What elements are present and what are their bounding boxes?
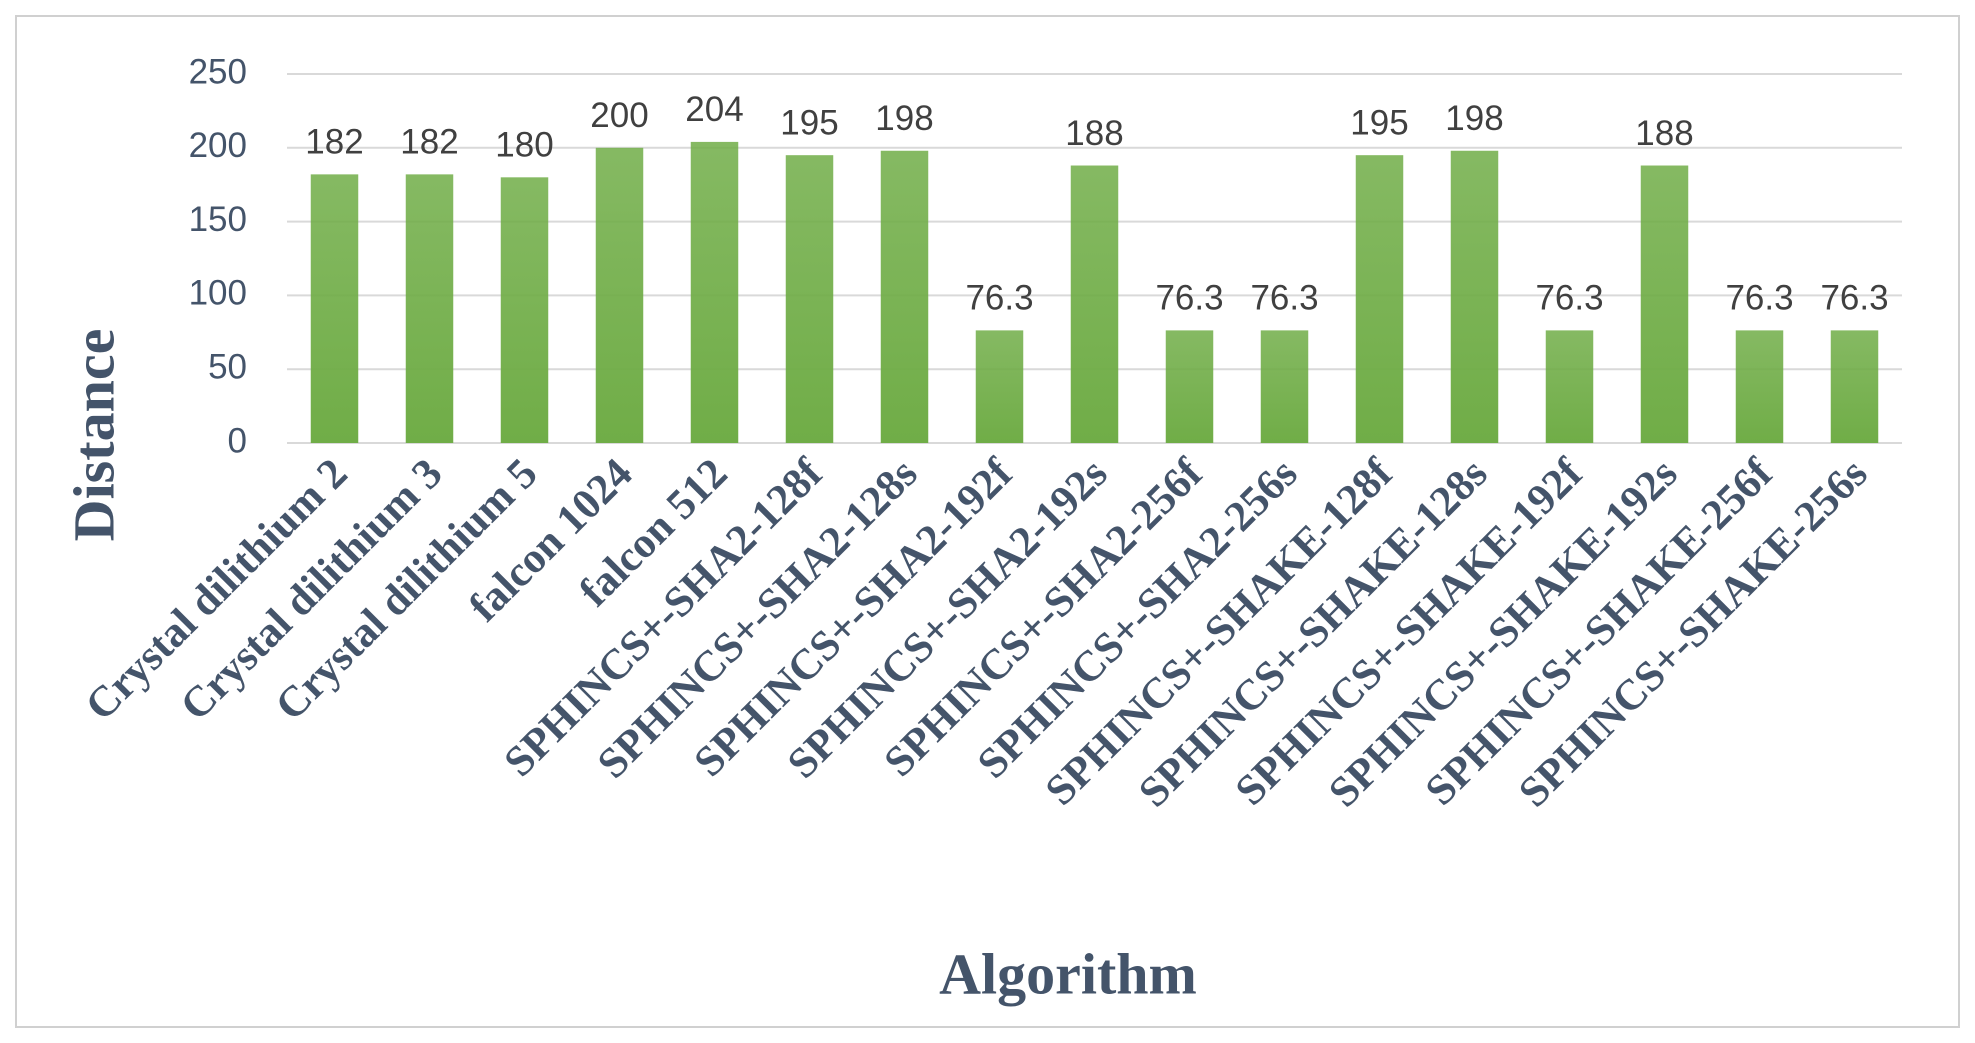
data-label: 200 — [590, 96, 648, 135]
bar — [310, 174, 359, 444]
data-label: 198 — [875, 99, 933, 138]
bar — [785, 155, 834, 443]
bar — [1355, 155, 1404, 443]
data-label: 182 — [400, 123, 458, 162]
data-label: 188 — [1635, 114, 1693, 153]
data-label: 76.3 — [1535, 279, 1603, 318]
data-label: 76.3 — [965, 279, 1033, 318]
data-label: 204 — [685, 90, 743, 129]
bar — [595, 147, 644, 444]
data-label: 198 — [1445, 99, 1503, 138]
bar — [1450, 150, 1499, 443]
bar — [1640, 165, 1689, 443]
bar — [690, 141, 739, 443]
bar — [1260, 330, 1309, 443]
data-label: 76.3 — [1155, 279, 1223, 318]
data-label: 76.3 — [1820, 279, 1888, 318]
bar — [975, 330, 1024, 443]
y-tick-label: 250 — [189, 52, 247, 91]
y-tick-label: 50 — [208, 347, 247, 386]
y-tick-label: 100 — [189, 274, 247, 313]
bar — [500, 177, 549, 443]
bar — [1830, 330, 1879, 443]
data-label: 188 — [1065, 114, 1123, 153]
data-label: 195 — [780, 103, 838, 142]
bar — [405, 174, 454, 444]
data-label: 76.3 — [1250, 279, 1318, 318]
y-tick-label: 200 — [189, 126, 247, 165]
data-label: 195 — [1350, 103, 1408, 142]
bar — [1070, 165, 1119, 443]
bar — [1735, 330, 1784, 443]
y-tick-label: 150 — [189, 200, 247, 239]
data-label: 180 — [495, 126, 553, 165]
bar — [880, 150, 929, 443]
data-label: 76.3 — [1725, 279, 1793, 318]
data-label: 182 — [305, 123, 363, 162]
bar — [1165, 330, 1214, 443]
x-axis-title: Algorithm — [939, 941, 1197, 1006]
y-tick-label: 0 — [228, 421, 247, 460]
bar — [1545, 330, 1594, 443]
y-axis-title: Distance — [61, 329, 126, 542]
